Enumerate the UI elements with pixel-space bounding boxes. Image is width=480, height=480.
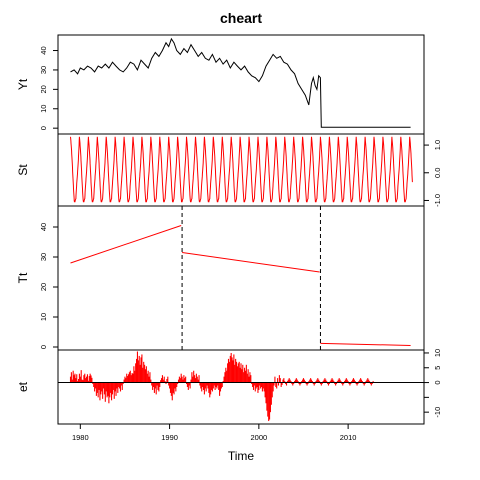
y-tick-label: 20 [39, 85, 48, 93]
plot-layer: 0 10 20 30 40 Yt -1.0 0.0 1.0 St 0 10 20 30 40 Tt -10 0 5 1… [16, 34, 442, 442]
panel-frame [57, 205, 425, 351]
panel-st: -1.0 0.0 1.0 St [16, 133, 442, 207]
panel-et: -10 0 5 10 et [16, 349, 442, 425]
panel-plot [58, 351, 424, 422]
y-tick-label: 40 [39, 46, 48, 54]
y-tick-label: 0 [433, 380, 442, 384]
x-axis-label: Time [228, 449, 255, 463]
panel-plot [70, 37, 411, 128]
panel-frame [57, 34, 425, 135]
series-line [70, 225, 182, 264]
y-axis-label: et [16, 381, 30, 392]
y-axis-label: Yt [16, 78, 30, 90]
y-tick-label: -10 [433, 407, 442, 418]
y-tick-label: 40 [39, 223, 48, 231]
x-tick-label: 2010 [340, 433, 357, 442]
y-tick-label: 10 [39, 313, 48, 321]
y-tick-label: 0.0 [433, 168, 442, 178]
series-line [70, 37, 411, 128]
panel-tt: 0 10 20 30 40 Tt [16, 205, 425, 351]
panel-frame [57, 349, 425, 425]
y-tick-label: 0 [39, 345, 48, 349]
panel-plot [70, 136, 413, 203]
y-tick-label: 1.0 [433, 140, 442, 150]
y-axis-label: Tt [16, 272, 30, 283]
y-tick-label: 10 [433, 349, 442, 357]
chart-title: cheart [220, 10, 262, 26]
y-tick-label: 10 [39, 105, 48, 113]
panel-plot [70, 225, 411, 346]
y-tick-label: 30 [39, 253, 48, 261]
y-axis-label: St [16, 164, 30, 176]
series-line [182, 252, 320, 273]
panel-yt: 0 10 20 30 40 Yt [16, 34, 425, 135]
y-tick-label: 5 [433, 366, 442, 370]
x-tick-label: 1990 [161, 433, 178, 442]
y-tick-label: -1.0 [433, 194, 442, 207]
seasonal-line [70, 136, 413, 203]
x-tick-label: 1980 [72, 433, 89, 442]
series-line [320, 342, 411, 346]
y-tick-label: 0 [39, 126, 48, 130]
y-tick-label: 20 [39, 283, 48, 291]
x-tick-label: 2000 [251, 433, 268, 442]
y-tick-label: 30 [39, 66, 48, 74]
